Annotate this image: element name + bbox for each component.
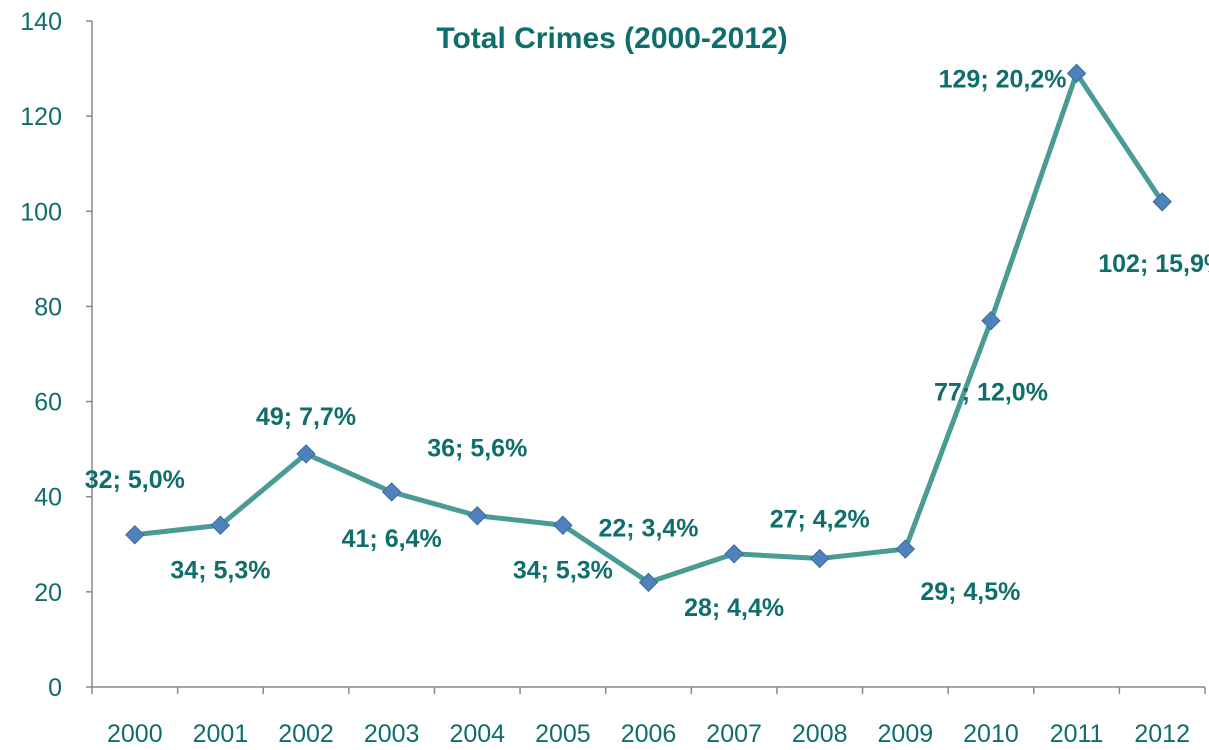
x-tick-label: 2002 (278, 720, 334, 748)
x-tick-label: 2004 (449, 720, 505, 748)
data-point (553, 515, 573, 535)
data-point (467, 506, 487, 526)
x-tick-label: 2005 (535, 720, 591, 748)
data-point (724, 544, 744, 564)
y-tick-label: 40 (34, 484, 62, 512)
data-label: 29; 4,5% (920, 578, 1020, 606)
data-label: 34; 5,3% (170, 556, 270, 584)
data-label: 129; 20,2% (939, 65, 1067, 93)
data-point (981, 310, 1001, 331)
y-tick-label: 140 (20, 8, 62, 36)
x-tick-label: 2011 (1050, 720, 1104, 748)
data-point (810, 548, 830, 569)
y-tick-label: 120 (20, 103, 62, 131)
x-tick-label: 2006 (621, 720, 677, 748)
x-tick-label: 2000 (107, 720, 163, 748)
data-point (125, 525, 145, 545)
y-tick-label: 0 (48, 674, 62, 702)
data-point (638, 572, 659, 593)
data-label: 49; 7,7% (256, 403, 356, 431)
x-tick-label: 2001 (193, 720, 249, 748)
data-point (1152, 192, 1172, 212)
y-tick-label: 60 (34, 389, 62, 417)
data-label: 36; 5,6% (427, 435, 527, 463)
y-tick-label: 20 (34, 579, 62, 607)
data-label: 22; 3,4% (598, 514, 698, 542)
y-tick-label: 80 (34, 293, 62, 321)
data-label: 27; 4,2% (770, 506, 870, 534)
data-point (210, 515, 231, 535)
data-point (1066, 63, 1087, 84)
series-line (134, 70, 1165, 585)
axes: 0 20 40 60 80 100 120 140 2000 2001 2002 2003 2004 20… (20, 8, 1206, 748)
data-label: 32; 5,0% (85, 466, 185, 494)
x-tick-label: 2009 (878, 720, 934, 748)
x-tick-label: 2008 (792, 720, 848, 748)
chart-title: Total Crimes (2000-2012) (436, 22, 787, 55)
data-label: 34; 5,3% (513, 556, 613, 584)
y-tick-label: 100 (20, 198, 62, 226)
x-tick-label: 2012 (1134, 720, 1190, 748)
data-point (381, 482, 402, 502)
data-label: 41; 6,4% (342, 525, 442, 553)
data-label: 28; 4,4% (684, 594, 784, 622)
x-tick-label: 2003 (364, 720, 420, 748)
x-tick-label: 2007 (706, 720, 762, 748)
data-point (895, 539, 916, 559)
data-point (296, 444, 316, 464)
data-label: 102; 15,9% (1098, 250, 1209, 278)
x-tick-label: 2010 (963, 720, 1019, 748)
data-label: 77; 12,0% (934, 379, 1048, 407)
series-group (125, 63, 1172, 593)
data-labels: 32; 5,0% 34; 5,3% 49; 7,7% 41; 6,4% 36; 5,6%… (85, 65, 1209, 621)
